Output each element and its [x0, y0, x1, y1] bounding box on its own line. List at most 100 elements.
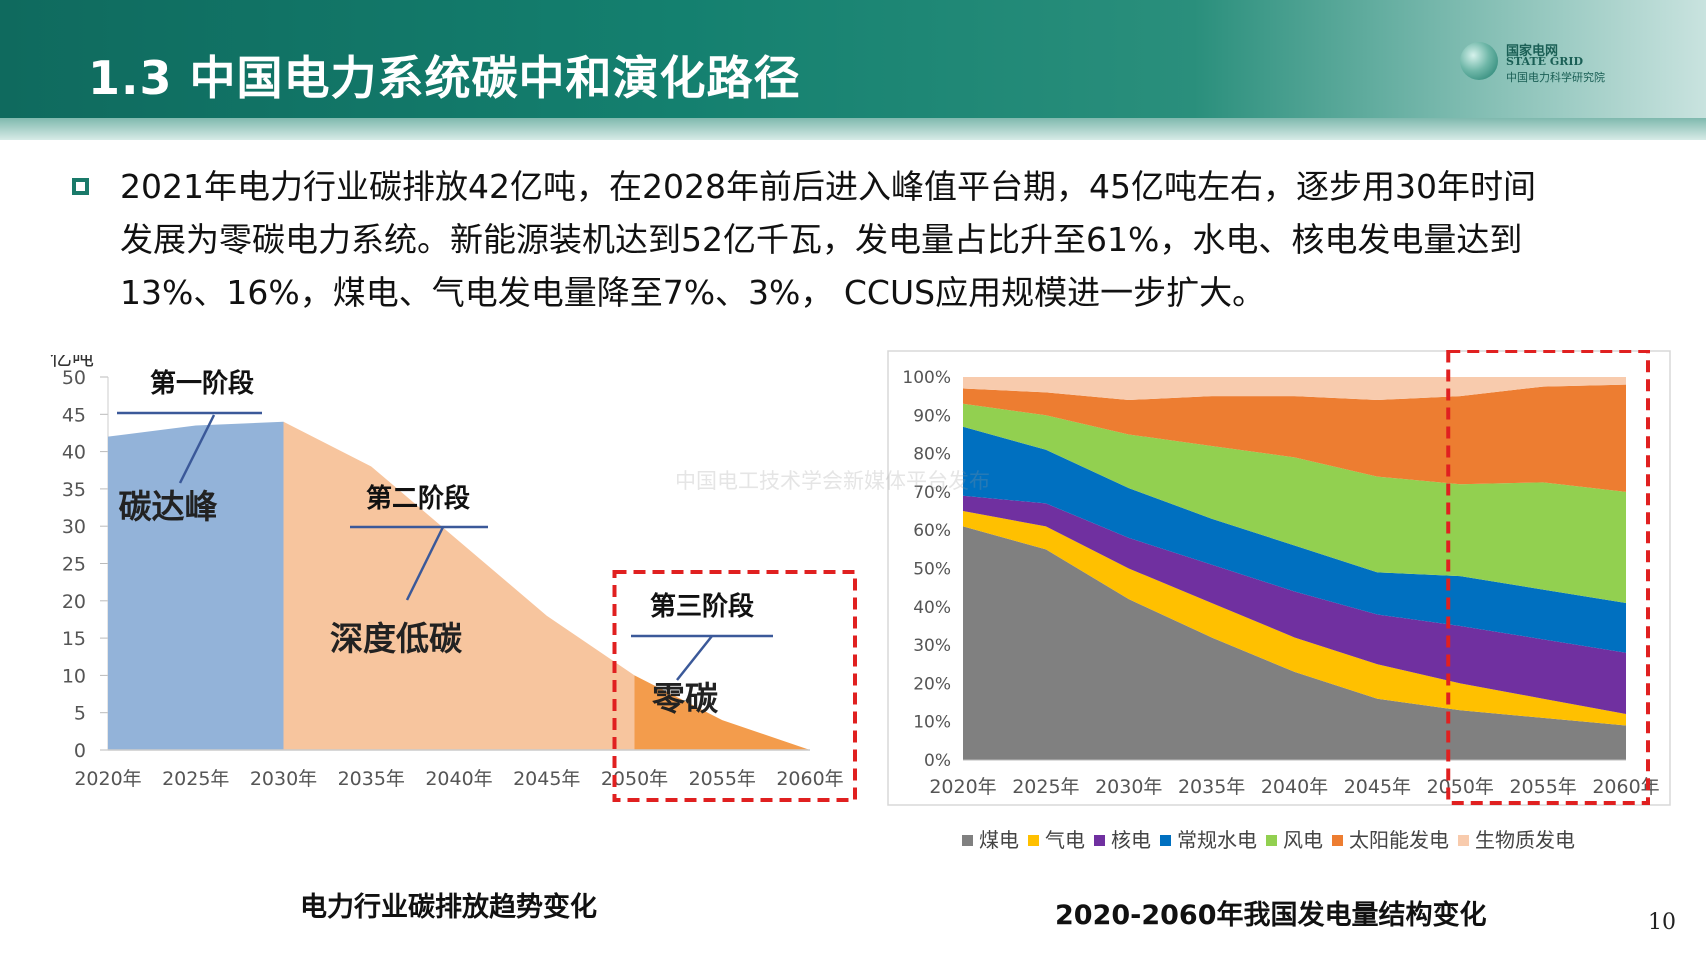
y-tick-label: 35 [62, 479, 86, 501]
series-area [963, 384, 1626, 492]
series-area [963, 511, 1626, 726]
x-tick-label: 2020年 [929, 776, 996, 798]
chart-frame [887, 350, 1671, 806]
y-tick-label: 90% [913, 406, 951, 426]
series-area [963, 426, 1626, 653]
y-tick-label: 45 [62, 404, 86, 426]
chart2-legend: 煤电 气电 核电 常规水电 风电 太阳能发电 生物质发电 [962, 824, 1584, 853]
x-tick-label: 2060年 [1592, 776, 1659, 798]
stage-area [283, 421, 635, 750]
page-number: 10 [1648, 910, 1676, 935]
x-tick-label: 2060年 [776, 768, 843, 790]
legend-swatch [1028, 835, 1039, 846]
x-tick-label: 2055年 [1509, 776, 1576, 798]
intro-line: 2021年电力行业碳排放42亿吨，在2028年前后进入峰值平台期，45亿吨左右，… [120, 167, 1536, 206]
emission-trend-chart: 亿吨 0 5 10 15 20 25 30 35 40 45 50 2020年 2025年 2030年 203… [50, 355, 857, 802]
y-tick-label: 5 [74, 703, 86, 725]
chart1-caption: 电力行业碳排放趋势变化 [300, 892, 597, 923]
legend-item: 核电 [1094, 824, 1151, 853]
x-tick-label: 2025年 [1012, 776, 1079, 798]
stage-callout-leader [676, 635, 713, 681]
y-tick-label: 50 [62, 367, 86, 389]
stage-area [634, 675, 810, 750]
state-grid-logo: 国家电网 STATE GRID 中国电力科学研究院 [1460, 38, 1690, 98]
y-tick-label: 0% [924, 751, 951, 771]
x-tick-label: 2020年 [74, 768, 141, 790]
y-tick-label: 50% [913, 560, 951, 580]
y-tick-label: 40 [62, 442, 86, 464]
series-area [963, 403, 1626, 603]
y-tick-label: 25 [62, 554, 86, 576]
x-tick-label: 2030年 [1095, 776, 1162, 798]
generation-structure-chart: 0% 10% 20% 30% 40% 50% 60% 70% 80% 90% 100% 2020年 20… [887, 350, 1671, 806]
y-tick-label: 70% [913, 483, 951, 503]
y-tick-label: 10 [62, 665, 86, 687]
x-tick-label: 2030年 [250, 768, 317, 790]
highlight-box-2050-2060 [1446, 350, 1650, 805]
legend-swatch [962, 835, 973, 846]
legend-item: 太阳能发电 [1332, 824, 1449, 853]
y-tick-label: 60% [913, 521, 951, 541]
legend-swatch [1094, 835, 1105, 846]
legend-swatch [1266, 835, 1277, 846]
chart2-caption: 2020-2060年我国发电量结构变化 [1055, 900, 1487, 931]
x-tick-label: 2035年 [1178, 776, 1245, 798]
y-axis-unit: 亿吨 [50, 355, 94, 371]
stage3-highlight-box [612, 570, 857, 802]
intro-paragraph: 2021年电力行业碳排放42亿吨，在2028年前后进入峰值平台期，45亿吨左右，… [120, 160, 1640, 319]
globe-icon [1460, 42, 1498, 80]
legend-swatch [1160, 835, 1171, 846]
y-tick-label: 20 [62, 591, 86, 613]
x-tick-label: 2050年 [1427, 776, 1494, 798]
stage-area [108, 421, 284, 750]
logo-text-en: STATE GRID [1506, 55, 1584, 68]
legend-label: 常规水电 [1177, 828, 1257, 852]
legend-item: 常规水电 [1160, 824, 1257, 853]
legend-label: 气电 [1045, 828, 1085, 852]
x-tick-label: 2035年 [338, 768, 405, 790]
series-area [963, 526, 1626, 760]
legend-item: 气电 [1028, 824, 1085, 853]
watermark: 中国电工技术学会新媒体平台发布 [675, 469, 990, 493]
stage-name: 第三阶段 [650, 591, 754, 622]
x-tick-label: 2040年 [1261, 776, 1328, 798]
legend-swatch [1332, 835, 1343, 846]
legend-item: 生物质发电 [1458, 824, 1575, 853]
y-tick-label: 40% [913, 598, 951, 618]
logo-text-cn: 国家电网 [1506, 44, 1559, 59]
x-tick-label: 2025年 [162, 768, 229, 790]
x-tick-label: 2055年 [689, 768, 756, 790]
legend-label: 太阳能发电 [1349, 828, 1449, 852]
stage-label: 碳达峰 [119, 487, 218, 526]
bullet-square-icon [72, 178, 89, 195]
legend-item: 煤电 [962, 824, 1019, 853]
legend-label: 煤电 [979, 828, 1019, 852]
intro-line: 13%、16%，煤电、气电发电量降至7%、3%， CCUS应用规模进一步扩大。 [120, 273, 1266, 312]
y-tick-label: 0 [74, 740, 86, 762]
x-tick-label: 2045年 [1344, 776, 1411, 798]
y-tick-label: 20% [913, 674, 951, 694]
legend-label: 风电 [1283, 828, 1323, 852]
header-stripe [0, 118, 1706, 140]
stage-callout-leader [405, 526, 445, 601]
x-tick-label: 2040年 [425, 768, 492, 790]
x-tick-label: 2050年 [601, 768, 668, 790]
y-tick-label: 100% [902, 368, 951, 388]
y-tick-label: 30% [913, 636, 951, 656]
y-tick-label: 15 [62, 628, 86, 650]
stage-label: 零碳 [652, 679, 719, 718]
y-tick-label: 30 [62, 516, 86, 538]
stage-name: 第二阶段 [366, 483, 470, 514]
y-tick-label: 80% [913, 445, 951, 465]
legend-item: 风电 [1266, 824, 1323, 853]
stage-callout-leader [178, 414, 216, 484]
stage-label: 深度低碳 [330, 619, 463, 658]
legend-label: 核电 [1111, 828, 1151, 852]
legend-swatch [1458, 835, 1469, 846]
slide-title: 1.3 中国电力系统碳中和演化路径 [88, 51, 801, 105]
intro-line: 发展为零碳电力系统。新能源装机达到52亿千瓦，发电量占比升至61%，水电、核电发… [120, 220, 1523, 259]
slide-header: 1.3 中国电力系统碳中和演化路径 国家电网 STATE GRID 中国电力科学… [0, 0, 1706, 140]
y-tick-label: 10% [913, 713, 951, 733]
series-area [963, 377, 1626, 400]
logo-text-institute: 中国电力科学研究院 [1506, 71, 1605, 84]
